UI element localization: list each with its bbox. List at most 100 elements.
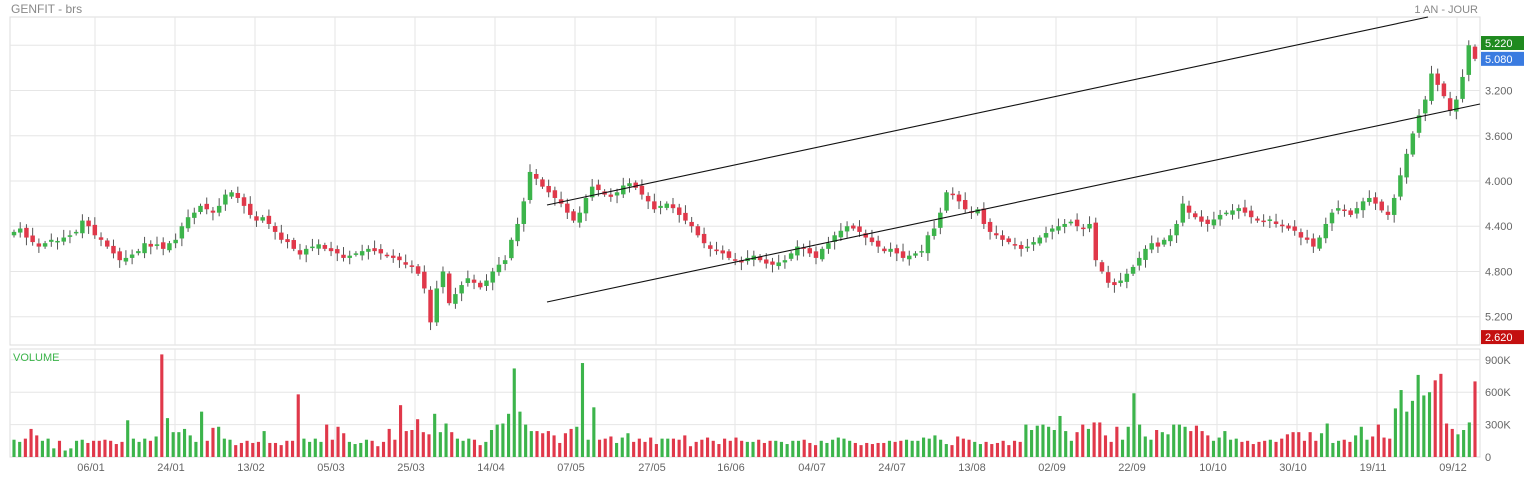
candle (266, 209, 272, 229)
candle-body (726, 251, 732, 258)
volume-bar (381, 441, 386, 457)
candle (1149, 235, 1154, 254)
volume-bar (131, 438, 135, 457)
y-tick-label: 4.400 (1485, 221, 1513, 233)
candle-body (689, 221, 694, 227)
candle-body (1161, 239, 1167, 245)
volume-tick-label: 300K (1485, 420, 1511, 432)
candle (857, 220, 862, 237)
candle (1056, 218, 1061, 235)
candle (415, 264, 421, 277)
candle-body (1385, 211, 1391, 215)
candle (614, 188, 620, 204)
volume-bar (35, 435, 39, 457)
volume-bar (376, 446, 380, 457)
volume-bar (1223, 431, 1227, 457)
candle-body (11, 231, 17, 236)
candle (310, 238, 315, 252)
candle-body (527, 171, 533, 201)
volume-bar (990, 444, 994, 457)
candle-body (577, 212, 582, 223)
volume-bar (1120, 439, 1125, 457)
candle-body (459, 285, 464, 294)
volume-bar (694, 441, 698, 457)
volume-bar (143, 438, 147, 457)
candle-body (173, 239, 178, 244)
volume-bar (717, 444, 721, 457)
candle-body (1280, 224, 1285, 227)
volume-bar (916, 440, 920, 457)
candle-body (291, 240, 297, 249)
x-tick-label: 13/08 (958, 462, 986, 474)
volume-bar (1399, 390, 1403, 457)
candle-body (1391, 197, 1397, 215)
candle (61, 229, 66, 246)
volume-bar (1251, 444, 1255, 457)
candle-body (328, 248, 334, 252)
candle-body (1311, 238, 1316, 247)
candle (1081, 223, 1086, 237)
volume-bar (1143, 436, 1147, 457)
candle-body (241, 197, 247, 206)
candle (341, 247, 346, 262)
volume-bar (950, 445, 954, 457)
candle-body (732, 259, 738, 261)
volume-bar (86, 442, 90, 457)
candle-body (596, 184, 601, 191)
volume-bar (791, 440, 795, 457)
candle-body (24, 227, 29, 238)
candle-body (1081, 227, 1086, 230)
volume-bar (558, 442, 562, 457)
candle (1292, 220, 1297, 236)
candle (235, 186, 241, 203)
candle-body (1410, 133, 1416, 155)
volume-bar (501, 423, 505, 457)
volume-bar (410, 430, 414, 457)
volume-bar (1098, 422, 1102, 457)
candle (1323, 217, 1329, 244)
candle-body (1360, 201, 1366, 211)
candle-body (1006, 238, 1011, 243)
candle (372, 240, 377, 255)
candle (732, 252, 738, 266)
candle (154, 236, 160, 250)
candle (1199, 210, 1204, 227)
candle (1311, 233, 1316, 253)
candle (105, 238, 110, 249)
candle (316, 239, 321, 255)
candle-body (496, 264, 502, 273)
candle-body (857, 226, 862, 232)
candle (428, 286, 433, 331)
volume-bar (575, 426, 579, 457)
candle-body (1255, 218, 1260, 221)
volume-bar (472, 439, 477, 457)
candle-body (1298, 232, 1304, 238)
candle-body (223, 194, 228, 205)
volume-bar (1331, 442, 1335, 457)
candle (1379, 199, 1384, 213)
candle (1273, 213, 1279, 228)
volume-bar (1052, 430, 1056, 457)
candle (701, 227, 707, 249)
volume-bar (933, 435, 937, 457)
candle-body (1192, 213, 1198, 218)
volume-bar (1427, 392, 1432, 457)
volume-bar (222, 438, 226, 457)
candle (1416, 109, 1422, 138)
candle-body (123, 257, 129, 262)
candle-body (1354, 208, 1360, 214)
candle (403, 254, 408, 269)
candle (1423, 95, 1428, 122)
candle (1217, 209, 1223, 226)
volume-bars (12, 354, 1477, 457)
volume-bar (1109, 441, 1113, 457)
candle-body (111, 245, 116, 254)
volume-bar (126, 420, 130, 457)
candle-body (708, 245, 713, 249)
candle (254, 211, 259, 227)
candle (422, 265, 427, 294)
candle (1466, 40, 1472, 82)
volume-bar (319, 441, 323, 457)
candle-body (583, 197, 589, 214)
volume-bar (677, 439, 681, 457)
